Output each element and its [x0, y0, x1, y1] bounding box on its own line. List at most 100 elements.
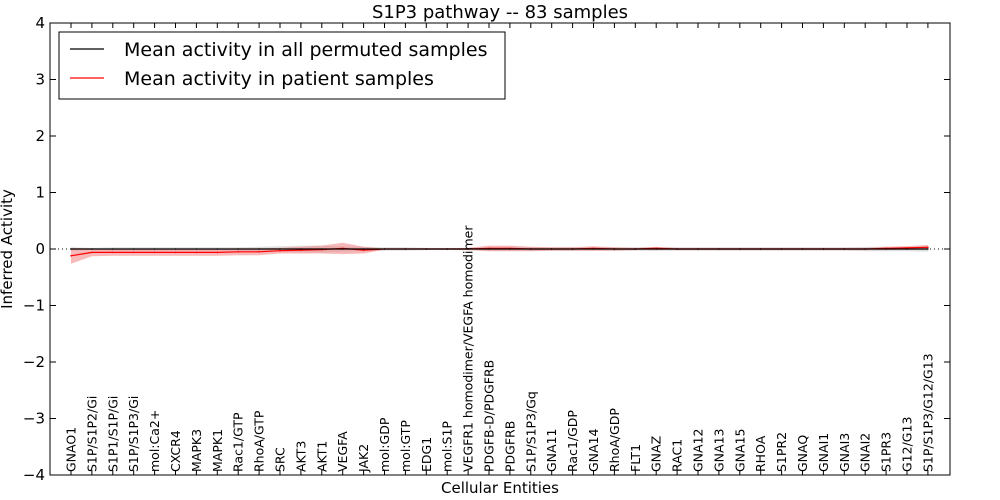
point-series-1-11: [300, 249, 302, 251]
point-series-1-7: [216, 251, 219, 254]
x-tick-label: RhoA/GDP: [607, 408, 622, 472]
x-tick-label: mol:Ca2+: [147, 410, 162, 472]
point-series-0-8: [237, 248, 239, 250]
point-series-0-2: [112, 248, 114, 250]
point-series-0-5: [174, 248, 177, 250]
point-series-0-24: [571, 248, 574, 250]
x-tick-label: CXCR4: [168, 430, 183, 472]
point-series-0-0: [70, 248, 72, 250]
x-tick-label: PDGFB-D/PDGFRB: [482, 360, 497, 472]
x-tick-label: FLT1: [628, 444, 643, 472]
x-tick-label: mol:GTP: [398, 420, 413, 472]
x-tick-label: S1P1/S1P/Gi: [105, 396, 120, 472]
x-tick-label: Rac1/GDP: [565, 410, 580, 472]
x-tick-label: SRC: [273, 447, 288, 472]
point-series-0-27: [634, 248, 637, 250]
point-series-0-7: [216, 248, 219, 250]
x-tick-label: PDGFRB: [502, 421, 517, 472]
y-axis: 4 3 2 1 0 −1 −2 −3 −4: [23, 14, 950, 484]
y-tick-label: −1: [23, 297, 45, 315]
x-tick-label: S1P/S1P3/Gi: [126, 396, 141, 472]
point-series-0-37: [843, 248, 846, 250]
point-series-1-6: [195, 251, 198, 254]
x-tick-label: RhoA/GTP: [252, 410, 267, 472]
x-tick-label: EDG1: [419, 437, 434, 472]
point-series-0-41: [927, 248, 929, 250]
point-series-0-40: [906, 248, 908, 250]
point-series-0-26: [613, 248, 616, 250]
point-series-0-32: [739, 248, 741, 250]
point-series-0-29: [676, 248, 678, 250]
x-axis-label: Cellular Entities: [441, 479, 559, 497]
x-tick-label: GNA15: [732, 429, 747, 473]
point-series-1-41: [927, 246, 929, 249]
x-tick-label: VEGFR1 homodimer/VEGFA homodimer: [461, 225, 476, 472]
y-axis-label: Inferred Activity: [0, 189, 16, 309]
point-series-0-13: [341, 248, 344, 250]
point-series-0-39: [885, 248, 887, 250]
point-series-0-12: [321, 248, 323, 250]
point-series-0-3: [132, 248, 135, 250]
x-tick-label: VEGFA: [335, 431, 350, 472]
x-tick-label: GNA13: [711, 429, 726, 473]
x-tick-label: RHOA: [753, 435, 768, 472]
point-series-1-8: [237, 251, 239, 253]
x-tick-label: AKT1: [314, 441, 329, 472]
point-series-0-36: [822, 248, 825, 250]
x-tick-label: GNAZ: [649, 436, 664, 472]
x-tick-label: GNAO1: [64, 427, 79, 472]
legend: Mean activity in all permuted samples Me…: [58, 31, 506, 100]
y-tick-label: −4: [23, 466, 45, 484]
x-tick-label: mol:GDP: [377, 417, 392, 472]
point-series-1-9: [258, 251, 260, 253]
x-tick-label: GNAI2: [858, 433, 873, 472]
x-tick-label: GNAI3: [837, 433, 852, 472]
x-tick-label: S1P/S1P3/Gq: [523, 391, 538, 472]
x-tick-label: S1P/S1P3/G12/G13: [920, 353, 935, 472]
x-tick-label: GNA12: [691, 429, 706, 473]
x-tick-label: GNAQ: [795, 435, 810, 472]
point-series-0-6: [195, 248, 198, 250]
point-series-0-34: [780, 248, 783, 250]
legend-label-permuted: Mean activity in all permuted samples: [124, 39, 487, 61]
point-series-0-38: [864, 248, 866, 250]
point-series-1-40: [906, 247, 908, 249]
x-tick-label: S1PR2: [774, 432, 789, 472]
legend-box: [58, 31, 506, 100]
y-tick-label: 4: [35, 14, 45, 32]
point-series-0-19: [467, 248, 469, 250]
band-series-1: [71, 242, 928, 264]
x-tick-label: S1P/S1P2/Gi: [84, 396, 99, 472]
point-series-1-5: [174, 251, 177, 254]
point-series-0-1: [91, 248, 93, 250]
x-tick-label: MAPK1: [210, 429, 225, 472]
x-axis: GNAO1 S1P/S1P2/Gi S1P1/S1P/Gi S1P/S1P3/Gi mo…: [64, 23, 935, 475]
point-series-0-16: [404, 248, 407, 250]
x-tick-label: MAPK3: [189, 429, 204, 472]
x-tick-label: G12/G13: [900, 417, 915, 472]
point-series-0-10: [279, 248, 281, 250]
y-tick-label: 2: [35, 127, 45, 145]
x-tick-label: GNAI1: [816, 433, 831, 472]
point-series-0-20: [488, 248, 490, 250]
point-series-0-22: [530, 248, 532, 250]
x-tick-label: mol:S1P: [440, 421, 455, 472]
point-series-1-2: [112, 251, 114, 254]
point-series-1-4: [153, 251, 156, 254]
point-series-0-31: [718, 248, 720, 250]
point-series-0-11: [300, 248, 302, 250]
x-tick-label: GNA14: [586, 428, 601, 472]
point-series-1-14: [362, 249, 365, 251]
x-tick-label: S1PR3: [879, 432, 894, 472]
point-series-1-10: [279, 249, 281, 252]
series-lines: [50, 246, 950, 257]
point-series-1-0: [70, 255, 72, 257]
x-tick-label: RAC1: [670, 439, 685, 472]
y-tick-label: 1: [35, 184, 45, 202]
point-series-0-15: [383, 248, 386, 250]
chart-title: S1P3 pathway -- 83 samples: [372, 2, 628, 23]
y-tick-label: −3: [23, 410, 45, 428]
x-tick-label: Rac1/GTP: [231, 412, 246, 472]
point-series-0-35: [801, 248, 804, 250]
